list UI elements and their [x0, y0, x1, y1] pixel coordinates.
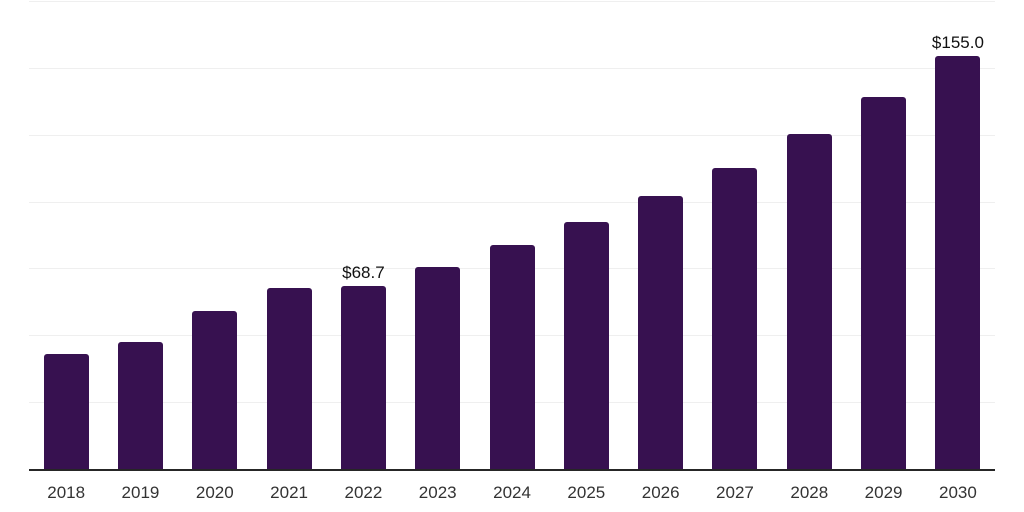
bar-slot-2027 — [698, 2, 772, 470]
bar-2019 — [117, 342, 163, 470]
bar-2026 — [638, 196, 684, 470]
bar-slot-2020 — [178, 2, 252, 470]
bar-slot-2018 — [29, 2, 103, 470]
gridline — [29, 67, 995, 69]
x-axis-line — [29, 469, 995, 471]
x-tick-label-2025: 2025 — [567, 483, 606, 502]
x-tick-label-2020: 2020 — [195, 483, 234, 502]
bar-slot-2019 — [103, 2, 177, 470]
x-tick-label-2019: 2019 — [121, 483, 160, 502]
bar-slot-2021 — [252, 2, 326, 470]
bar-2023 — [415, 267, 461, 470]
x-tick-label-2029: 2029 — [864, 483, 903, 502]
bar-slot-2025 — [549, 2, 623, 470]
bar-2021 — [266, 287, 312, 470]
bar-slot-2022: $68.7 — [326, 2, 400, 470]
plot-area: $68.7 $155.0 — [29, 1, 995, 471]
bar-2029 — [861, 96, 907, 470]
gridline — [29, 201, 995, 203]
x-tick-label-2021: 2021 — [270, 483, 308, 502]
bar-slot-2023 — [401, 2, 475, 470]
x-tick-label-2022: 2022 — [344, 483, 383, 502]
bar-2018 — [43, 353, 89, 470]
x-tick-label-2030: 2030 — [938, 483, 977, 502]
bar-slot-2028 — [772, 2, 846, 470]
x-tick-label-2024: 2024 — [493, 483, 531, 502]
bar-slot-2026 — [624, 2, 698, 470]
bar-slot-2029 — [846, 2, 920, 470]
gridline — [29, 1, 995, 2]
bar-value-label-2022: $68.7 — [342, 263, 385, 283]
bar-2028 — [786, 133, 832, 470]
x-tick-label-2023: 2023 — [418, 483, 457, 502]
x-tick-label-2028: 2028 — [790, 483, 829, 502]
bar-2024 — [489, 245, 535, 470]
bar-slot-2024 — [475, 2, 549, 470]
x-tick-label-2018: 2018 — [47, 483, 86, 502]
bar-value-label-2030: $155.0 — [931, 32, 984, 52]
gridline — [29, 134, 995, 136]
bar-2030: $155.0 — [932, 34, 984, 470]
bar-2020 — [192, 310, 238, 470]
x-tick-label-2027: 2027 — [716, 483, 754, 502]
x-tick-label-2026: 2026 — [641, 483, 680, 502]
bar-2025 — [563, 221, 609, 470]
bar-2022: $68.7 — [340, 264, 386, 470]
x-axis-labels: 2018 2019 2020 2021 2022 2023 2024 2025 2026 2027… — [29, 483, 995, 503]
bars: $68.7 $155.0 — [29, 2, 995, 470]
bar-2027 — [712, 167, 758, 470]
bar-slot-2030: $155.0 — [921, 2, 995, 470]
